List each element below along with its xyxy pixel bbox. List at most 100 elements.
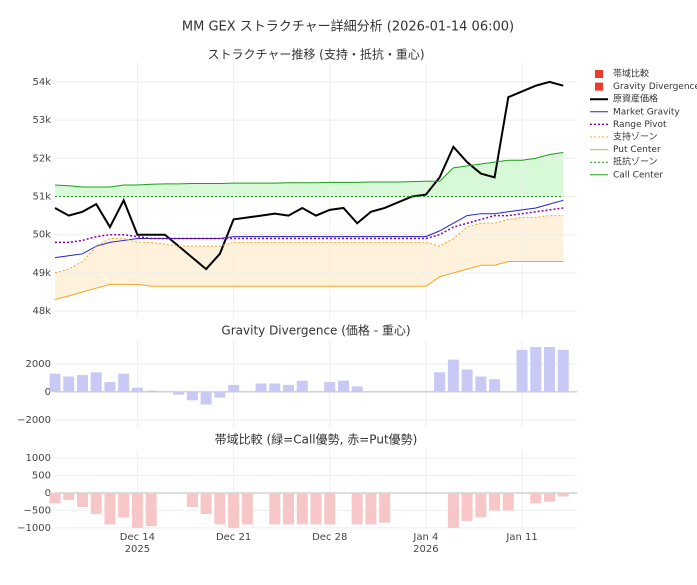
bar xyxy=(90,372,102,392)
bar xyxy=(544,492,556,502)
x-tick-label: Dec 14 xyxy=(120,532,155,543)
bar xyxy=(228,384,240,392)
bar xyxy=(145,492,157,527)
bar xyxy=(557,492,569,497)
chart-title: MM GEX ストラクチャー詳細分析 (2026-01-14 06:00) xyxy=(182,19,514,35)
bar xyxy=(447,359,459,392)
bar xyxy=(186,492,198,507)
bar xyxy=(104,382,116,392)
series-line xyxy=(54,199,564,259)
x-tick-year: 2025 xyxy=(125,544,150,555)
bar xyxy=(90,492,102,514)
y-tick-label: 50k xyxy=(32,230,51,241)
bar xyxy=(173,391,185,395)
bar xyxy=(296,492,308,525)
x-tick-label: Dec 21 xyxy=(216,532,251,543)
bar xyxy=(489,379,501,392)
series-line xyxy=(54,152,564,188)
subplot-title: 帯域比較 (緑=Call優勢, 赤=Put優勢) xyxy=(215,432,418,447)
bar xyxy=(475,376,487,392)
legend-label: Put Center xyxy=(613,145,661,155)
bar xyxy=(516,349,528,392)
bar xyxy=(461,369,473,392)
legend-label: 支持ゾーン xyxy=(613,131,658,143)
bar xyxy=(365,492,377,525)
bar xyxy=(337,380,349,392)
bar xyxy=(475,492,487,518)
y-tick-label: 53k xyxy=(32,115,51,126)
bar xyxy=(214,492,226,525)
series-line xyxy=(54,80,564,271)
x-tick-label: Jan 4 xyxy=(412,532,438,543)
bar xyxy=(241,492,253,525)
bar xyxy=(214,391,226,398)
bar xyxy=(76,492,88,507)
bar xyxy=(49,492,61,504)
y-tick-label: 1000 xyxy=(26,453,51,464)
bar xyxy=(379,492,391,523)
zone-fill xyxy=(55,152,564,197)
bar xyxy=(351,492,363,525)
x-tick-label: Dec 28 xyxy=(312,532,347,543)
legend-swatch xyxy=(595,70,603,78)
series-line xyxy=(54,260,564,301)
bar xyxy=(310,492,322,525)
y-tick-label: 51k xyxy=(32,191,51,202)
bar xyxy=(49,373,61,392)
bar xyxy=(200,492,212,514)
legend-label: Market Gravity xyxy=(613,107,680,117)
bar xyxy=(502,492,514,511)
bar xyxy=(228,492,240,528)
y-tick-label: 49k xyxy=(32,268,51,279)
x-tick-year: 2026 xyxy=(413,544,438,555)
y-tick-label: −500 xyxy=(24,505,51,516)
bar xyxy=(324,382,336,392)
bar xyxy=(269,383,281,392)
x-tick-label: Jan 11 xyxy=(505,532,537,543)
y-tick-label: −2000 xyxy=(17,415,51,426)
bar xyxy=(283,492,295,525)
bar xyxy=(530,347,542,392)
bar xyxy=(145,390,157,392)
bar xyxy=(324,492,336,525)
bar xyxy=(557,349,569,392)
bar xyxy=(447,492,459,528)
bar xyxy=(104,492,116,525)
y-tick-label: −1000 xyxy=(17,523,51,534)
bar xyxy=(63,376,75,392)
bar xyxy=(283,384,295,392)
y-tick-label: 48k xyxy=(32,306,51,317)
legend-label: 原資産価格 xyxy=(613,93,658,105)
legend-swatch xyxy=(595,82,603,91)
bar xyxy=(544,347,556,392)
legend-label: Range Pivot xyxy=(613,120,667,130)
bar xyxy=(489,492,501,511)
bar xyxy=(118,492,130,518)
bar xyxy=(131,387,143,392)
bar xyxy=(530,492,542,504)
bar xyxy=(461,492,473,521)
series-line xyxy=(54,215,564,274)
bar xyxy=(118,373,130,392)
bar xyxy=(63,492,75,500)
bar xyxy=(76,375,88,392)
series-line xyxy=(55,207,564,244)
legend-label: Gravity Divergence xyxy=(613,82,697,92)
bar xyxy=(200,391,212,405)
zone-fill xyxy=(55,215,564,300)
bar xyxy=(269,492,281,525)
subplot-title: ストラクチャー推移 (支持・抵抗・重心) xyxy=(207,47,424,62)
bar xyxy=(434,372,446,392)
y-tick-label: 0 xyxy=(45,387,51,398)
bar xyxy=(131,492,143,528)
bar xyxy=(255,383,267,392)
legend-label: 抵抗ゾーン xyxy=(613,156,658,168)
y-tick-label: 0 xyxy=(45,488,51,499)
bar xyxy=(296,380,308,392)
bar xyxy=(351,386,363,392)
y-tick-label: 54k xyxy=(32,77,51,88)
y-tick-label: 2000 xyxy=(26,359,51,370)
y-tick-label: 500 xyxy=(32,471,51,482)
bar xyxy=(186,391,198,401)
